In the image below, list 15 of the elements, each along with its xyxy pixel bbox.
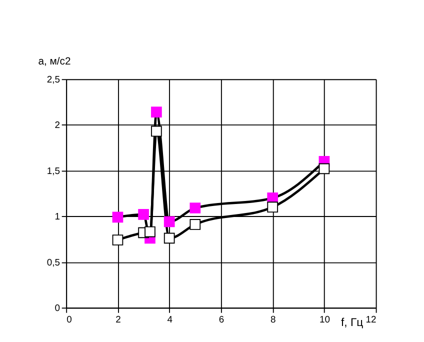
- x-tick-label: 12: [366, 314, 376, 326]
- x-tick-label: 8: [270, 314, 276, 326]
- x-tick-label: 6: [218, 314, 224, 326]
- y-tick-label: 2,5: [46, 74, 60, 86]
- x-tick-label: 0: [66, 314, 72, 326]
- x-tick-label: 2: [116, 314, 121, 326]
- y-tick-label: 0,5: [46, 257, 60, 268]
- y-tick-label: 0: [54, 302, 60, 314]
- y-axis-title: a, м/с2: [38, 56, 71, 68]
- y-tick-label: 1,5: [46, 166, 60, 177]
- x-tick-label: 10: [319, 314, 330, 326]
- x-tick-label: 4: [167, 314, 172, 326]
- x-axis-title: f, Гц: [341, 317, 364, 330]
- y-tick-label: 2: [54, 120, 60, 132]
- y-tick-label: 1: [54, 212, 60, 223]
